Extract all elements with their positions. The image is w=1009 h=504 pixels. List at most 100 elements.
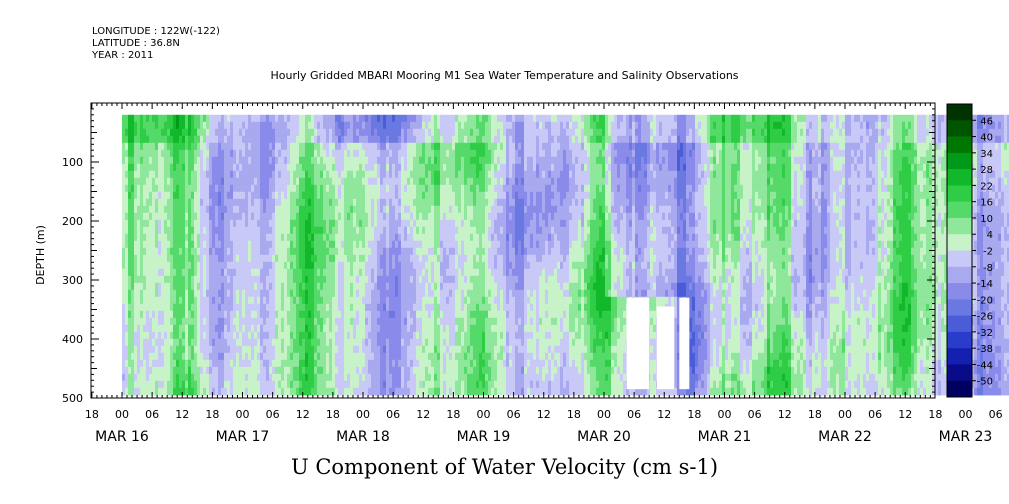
heatmap-cell bbox=[311, 261, 315, 270]
heatmap-cell bbox=[131, 240, 135, 249]
heatmap-cell bbox=[293, 268, 297, 277]
heatmap-cell bbox=[155, 233, 159, 242]
heatmap-cell bbox=[320, 324, 324, 333]
heatmap-cell bbox=[332, 275, 336, 284]
heatmap-cell bbox=[173, 289, 177, 298]
heatmap-cell bbox=[239, 240, 243, 249]
heatmap-cell bbox=[296, 317, 300, 326]
heatmap-cell bbox=[338, 366, 342, 375]
heatmap-cell bbox=[302, 296, 306, 305]
heatmap-cell bbox=[224, 135, 228, 144]
heatmap-cell bbox=[335, 373, 339, 382]
heatmap-cell bbox=[167, 366, 171, 375]
heatmap-cell bbox=[227, 331, 231, 340]
heatmap-cell bbox=[122, 296, 126, 305]
heatmap-cell bbox=[251, 345, 255, 354]
heatmap-cell bbox=[335, 254, 339, 263]
heatmap-cell bbox=[287, 212, 291, 221]
heatmap-cell bbox=[188, 352, 192, 361]
heatmap-cell bbox=[251, 184, 255, 193]
heatmap-cell bbox=[122, 170, 126, 179]
heatmap-cell bbox=[128, 177, 132, 186]
heatmap-cell bbox=[311, 114, 315, 123]
heatmap-cell bbox=[161, 282, 165, 291]
heatmap-cell bbox=[218, 345, 222, 354]
heatmap-cell bbox=[350, 135, 354, 144]
heatmap-cell bbox=[185, 226, 189, 235]
heatmap-cell bbox=[176, 226, 180, 235]
heatmap-cell bbox=[263, 275, 267, 284]
heatmap-cell bbox=[305, 352, 309, 361]
heatmap-cell bbox=[314, 303, 318, 312]
heatmap-cell bbox=[215, 191, 219, 200]
heatmap-cell bbox=[353, 142, 357, 151]
heatmap-cell bbox=[335, 233, 339, 242]
heatmap-cell bbox=[347, 184, 351, 193]
heatmap-cell bbox=[329, 226, 333, 235]
heatmap-cell bbox=[275, 352, 279, 361]
heatmap-cell bbox=[179, 380, 183, 389]
heatmap-cell bbox=[170, 247, 174, 256]
heatmap-cell bbox=[248, 359, 252, 368]
heatmap-cell bbox=[182, 184, 186, 193]
heatmap-cell bbox=[185, 345, 189, 354]
heatmap-cell bbox=[257, 387, 261, 396]
heatmap-cell bbox=[134, 184, 138, 193]
heatmap-cell bbox=[320, 114, 324, 123]
heatmap-cell bbox=[320, 142, 324, 151]
heatmap-cell bbox=[188, 254, 192, 263]
heatmap-cell bbox=[329, 317, 333, 326]
heatmap-cell bbox=[329, 345, 333, 354]
heatmap-cell bbox=[233, 212, 237, 221]
heatmap-cell bbox=[341, 177, 345, 186]
heatmap-cell bbox=[206, 212, 210, 221]
heatmap-cell bbox=[314, 184, 318, 193]
heatmap-cell bbox=[356, 317, 360, 326]
heatmap-cell bbox=[248, 240, 252, 249]
heatmap-cell bbox=[242, 331, 246, 340]
heatmap-cell bbox=[209, 331, 213, 340]
heatmap-cell bbox=[317, 268, 321, 277]
heatmap-cell bbox=[338, 380, 342, 389]
heatmap-cell bbox=[308, 226, 312, 235]
heatmap-cell bbox=[140, 205, 144, 214]
heatmap-cell bbox=[263, 373, 267, 382]
heatmap-cell bbox=[314, 373, 318, 382]
heatmap-cell bbox=[335, 317, 339, 326]
heatmap-cell bbox=[260, 359, 264, 368]
heatmap-cell bbox=[242, 170, 246, 179]
heatmap-cell bbox=[278, 219, 282, 228]
heatmap-cell bbox=[353, 177, 357, 186]
heatmap-cell bbox=[131, 170, 135, 179]
heatmap-cell bbox=[221, 282, 225, 291]
heatmap-cell bbox=[251, 163, 255, 172]
heatmap-cell bbox=[296, 366, 300, 375]
heatmap-cell bbox=[332, 191, 336, 200]
heatmap-cell bbox=[296, 184, 300, 193]
heatmap-cell bbox=[215, 156, 219, 165]
heatmap-cell bbox=[329, 296, 333, 305]
heatmap-cell bbox=[245, 366, 249, 375]
heatmap-cell bbox=[248, 373, 252, 382]
heatmap-cell bbox=[320, 289, 324, 298]
heatmap-cell bbox=[299, 191, 303, 200]
heatmap-cell bbox=[209, 198, 213, 207]
heatmap-cell bbox=[197, 149, 201, 158]
heatmap-cell bbox=[299, 142, 303, 151]
heatmap-cell bbox=[248, 121, 252, 130]
heatmap-cell bbox=[287, 303, 291, 312]
heatmap-cell bbox=[272, 324, 276, 333]
heatmap-cell bbox=[185, 289, 189, 298]
heatmap-cell bbox=[215, 233, 219, 242]
heatmap-cell bbox=[218, 254, 222, 263]
heatmap-cell bbox=[338, 114, 342, 123]
heatmap-cell bbox=[197, 212, 201, 221]
heatmap-cell bbox=[284, 212, 288, 221]
heatmap-cell bbox=[200, 121, 204, 130]
heatmap-cell bbox=[248, 296, 252, 305]
heatmap-cell bbox=[140, 240, 144, 249]
heatmap-cell bbox=[359, 373, 363, 382]
heatmap-cell bbox=[200, 324, 204, 333]
heatmap-cell bbox=[266, 170, 270, 179]
heatmap-cell bbox=[155, 373, 159, 382]
